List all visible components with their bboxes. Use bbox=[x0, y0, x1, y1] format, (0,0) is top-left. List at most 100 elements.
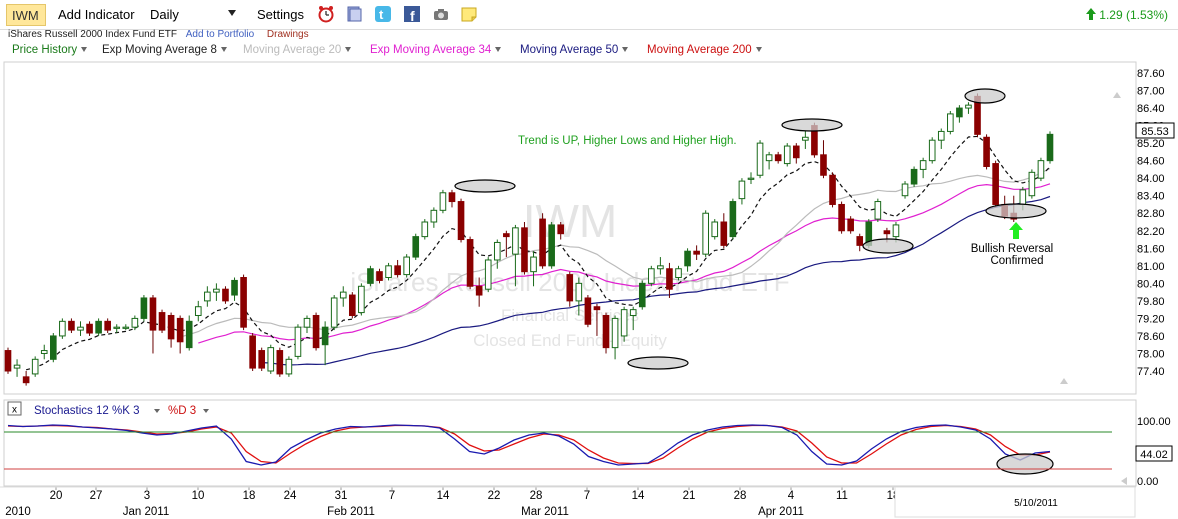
candle-down bbox=[521, 227, 528, 273]
candle-up bbox=[611, 317, 619, 349]
candle-down bbox=[176, 317, 184, 343]
y-tick-label: 79.80 bbox=[1137, 296, 1165, 308]
candle-up bbox=[412, 236, 420, 258]
x-tick-label: 21 bbox=[683, 490, 696, 502]
candle-up bbox=[40, 350, 48, 354]
candle-up bbox=[765, 154, 773, 162]
symbol-box[interactable]: IWM bbox=[6, 4, 46, 26]
candle-up bbox=[675, 268, 682, 279]
candle-down bbox=[983, 136, 990, 167]
candle-down bbox=[774, 154, 782, 162]
close-panel-button[interactable] bbox=[7, 401, 22, 416]
candle-down bbox=[158, 312, 166, 331]
watermark-symbol: IWM bbox=[523, 195, 618, 247]
candle-up bbox=[339, 291, 347, 299]
y-tick-label: 82.20 bbox=[1137, 226, 1165, 238]
candle-down bbox=[86, 323, 93, 334]
candle-down bbox=[883, 230, 891, 235]
instrument-name: iShares Russell 2000 Index Fund ETF bbox=[8, 29, 177, 40]
toolbar: IWM Add Indicator Daily Settings t f 1.2… bbox=[0, 0, 1178, 30]
add-indicator-button[interactable]: Add Indicator bbox=[58, 7, 135, 22]
candle-down bbox=[593, 306, 601, 311]
higher-low-ellipse[interactable] bbox=[862, 238, 914, 254]
stoch-k-label[interactable]: Stochastics 12 %K 3 bbox=[34, 405, 139, 417]
reversal-arrow-icon bbox=[1009, 222, 1023, 239]
stoch-d-menu-icon[interactable] bbox=[203, 409, 209, 413]
legend-price-history[interactable]: Price History bbox=[12, 44, 88, 56]
scroll-up-icon[interactable] bbox=[1060, 378, 1068, 384]
legend-ema-34[interactable]: Exp Moving Average 34 bbox=[370, 44, 502, 56]
legend-ema-8[interactable]: Exp Moving Average 8 bbox=[102, 44, 227, 56]
candle-up bbox=[901, 183, 909, 197]
add-to-portfolio-link[interactable]: Add to Portfolio bbox=[185, 29, 255, 40]
camera-icon[interactable] bbox=[432, 5, 450, 23]
scroll-up-icon-2[interactable] bbox=[1113, 92, 1121, 98]
chevron-down-icon[interactable] bbox=[228, 10, 236, 16]
facebook-icon[interactable]: f bbox=[403, 5, 421, 23]
x-tick-label: 27 bbox=[90, 490, 103, 502]
legend-ma-50[interactable]: Moving Average 50 bbox=[520, 44, 629, 56]
alarm-clock-icon[interactable] bbox=[317, 5, 335, 23]
stoch-tick-0: 0.00 bbox=[1137, 476, 1158, 488]
stoch-ellipse[interactable] bbox=[996, 453, 1054, 475]
y-tick-label: 84.00 bbox=[1137, 173, 1165, 185]
candle-down bbox=[829, 174, 836, 205]
x-tick-label: 20 bbox=[50, 490, 63, 502]
candle-down bbox=[104, 320, 111, 331]
candle-down bbox=[693, 250, 700, 255]
x-tick-label: 28 bbox=[530, 490, 543, 502]
y-tick-label: 87.00 bbox=[1137, 86, 1165, 98]
notes-icon[interactable] bbox=[345, 5, 363, 23]
last-price-badge bbox=[1135, 122, 1175, 139]
candle-up bbox=[512, 227, 519, 255]
swing-low-ellipse[interactable] bbox=[627, 356, 689, 370]
candle-up bbox=[729, 201, 737, 238]
recent-high-ellipse[interactable] bbox=[964, 88, 1006, 104]
candle-down bbox=[222, 288, 229, 302]
candle-up bbox=[928, 139, 936, 162]
note-icon[interactable] bbox=[460, 5, 478, 23]
candle-up bbox=[648, 268, 655, 284]
y-tick-label: 83.40 bbox=[1137, 191, 1165, 203]
candle-up bbox=[947, 113, 954, 132]
candle-down bbox=[992, 163, 999, 205]
ema-34-line bbox=[198, 183, 1051, 344]
candle-down bbox=[666, 268, 673, 290]
candle-up bbox=[548, 224, 555, 267]
stoch-scroll-icon[interactable] bbox=[1121, 477, 1127, 485]
candle-down bbox=[448, 192, 456, 203]
legend-ma-200[interactable]: Moving Average 200 bbox=[647, 44, 762, 56]
indicator-legend: Price History Exp Moving Average 8 Movin… bbox=[0, 44, 1178, 60]
x-tick-label: 18 bbox=[243, 490, 256, 502]
y-tick-label: 85.20 bbox=[1137, 138, 1165, 150]
candle-up bbox=[231, 279, 238, 296]
candle-down bbox=[394, 265, 401, 276]
candle-up bbox=[303, 317, 311, 328]
stoch-k-menu-icon[interactable] bbox=[154, 409, 160, 413]
candle-up bbox=[430, 209, 438, 223]
swing-high-ellipse[interactable] bbox=[454, 179, 516, 193]
drawings-link[interactable]: Drawings bbox=[266, 29, 309, 40]
higher-high-ellipse[interactable] bbox=[781, 118, 843, 132]
x-tick-label: 7 bbox=[584, 490, 590, 502]
candle-up bbox=[285, 358, 293, 375]
period-select[interactable]: Daily bbox=[150, 7, 179, 22]
candle-up bbox=[956, 107, 963, 118]
legend-ma-20[interactable]: Moving Average 20 bbox=[243, 44, 352, 56]
x-tick-label: 7 bbox=[389, 490, 395, 502]
candle-up bbox=[937, 130, 945, 141]
candle-up bbox=[919, 160, 927, 170]
x-tick-label: 11 bbox=[836, 490, 848, 502]
settings-button[interactable]: Settings bbox=[257, 7, 304, 22]
stoch-d-label[interactable]: %D 3 bbox=[168, 405, 196, 417]
x-tick-label: 14 bbox=[437, 490, 450, 502]
candle-up bbox=[965, 104, 972, 109]
candle-down bbox=[584, 297, 592, 325]
twitter-icon[interactable]: t bbox=[374, 5, 392, 23]
last-price-value: 85.53 bbox=[1141, 126, 1169, 138]
reversal-ellipse[interactable] bbox=[985, 203, 1047, 219]
candle-down bbox=[792, 145, 800, 159]
date-badge: 5/10/2011 bbox=[1014, 498, 1058, 509]
candle-up bbox=[194, 306, 202, 316]
candle-up bbox=[747, 177, 755, 180]
